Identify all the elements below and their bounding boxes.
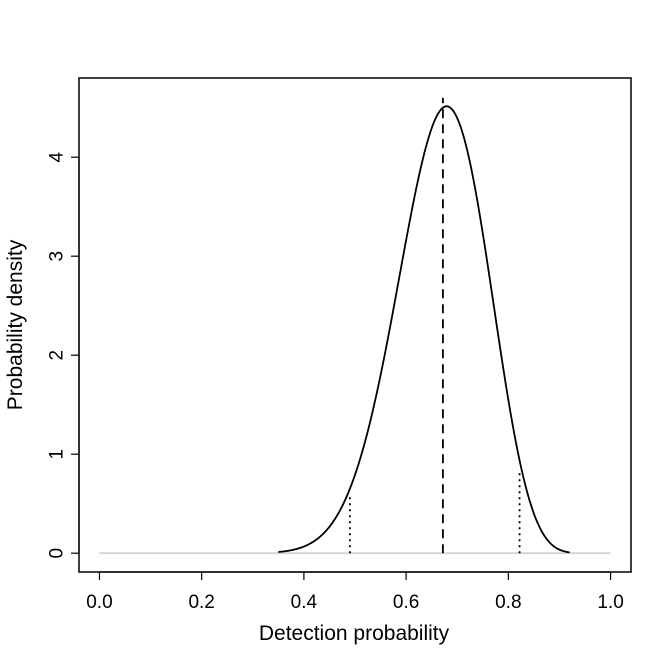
y-tick-label: 1	[47, 449, 68, 460]
y-tick-label: 3	[47, 251, 68, 262]
y-tick-label: 0	[47, 548, 68, 559]
x-axis-title: Detection probability	[259, 622, 450, 645]
y-tick-label: 4	[47, 151, 68, 162]
plot-frame	[78, 77, 632, 573]
y-axis-title: Probability density	[4, 239, 27, 410]
density-curve	[278, 105, 570, 554]
x-tick-label: 0.8	[495, 592, 521, 613]
x-tick-label: 0.0	[86, 592, 112, 613]
x-axis: 0.0 0.2 0.4 0.6 0.8 1.0	[86, 571, 624, 613]
plot-area	[99, 97, 611, 555]
y-axis: 0 1 2 3 4	[47, 151, 80, 558]
y-tick-label: 2	[47, 350, 68, 361]
x-tick-label: 1.0	[597, 592, 623, 613]
x-tick-label: 0.4	[291, 592, 318, 613]
x-tick-label: 0.6	[393, 592, 419, 613]
x-tick-label: 0.2	[188, 592, 214, 613]
